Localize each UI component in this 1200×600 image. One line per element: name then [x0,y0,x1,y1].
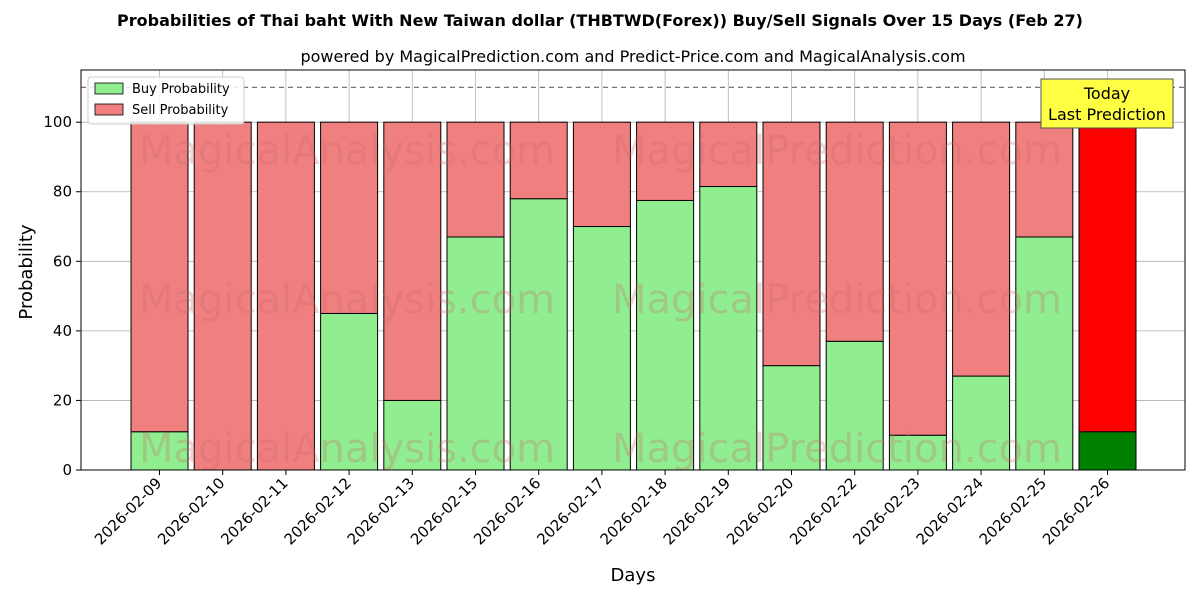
legend: Buy Probability Sell Probability [87,76,245,125]
bar-buy-2026-02-24 [952,375,1011,471]
bar-sell-2026-02-25 [1015,121,1074,238]
today-box [1040,78,1174,129]
watermarks: MagicalAnalysis.com MagicalPrediction.com… [139,128,1062,472]
watermark-analysis-0: MagicalAnalysis.com [139,128,555,174]
bar-sell-2026-02-26 [1078,121,1137,433]
x-tick-label-9: 2026-02-19 [660,474,734,548]
y-tick-label-5: 100 [43,113,72,131]
x-tick-label-2: 2026-02-11 [217,474,291,548]
x-tick-label-4: 2026-02-13 [344,474,418,548]
bar-sell-2026-02-11 [256,121,315,471]
watermark-prediction-2: MagicalPrediction.com [612,426,1062,472]
today-line2: Last Prediction [1048,105,1166,124]
legend-box [87,76,245,125]
x-tick-label-5: 2026-02-15 [407,474,481,548]
x-tick-label-0: 2026-02-09 [91,474,165,548]
bar-buy-2026-02-15 [446,236,505,471]
bar-sell-2026-02-16 [509,121,568,200]
y-tick-label-1: 20 [53,391,72,409]
bar-buy-2026-02-16 [509,198,568,471]
x-tick-label-13: 2026-02-24 [913,474,987,548]
bar-sell-2026-02-20 [762,121,821,367]
bar-sell-2026-02-24 [952,121,1011,377]
bar-sell-2026-02-09 [130,121,189,433]
plot-frame [80,69,1186,471]
x-tick-label-12: 2026-02-23 [849,474,923,548]
bar-sell-2026-02-12 [320,121,379,314]
bar-buy-2026-02-26 [1078,431,1137,471]
bars [130,121,1137,471]
x-tick-label-15: 2026-02-26 [1039,474,1113,548]
watermark-prediction-1: MagicalPrediction.com [612,277,1062,323]
x-tick-label-10: 2026-02-20 [723,474,797,548]
today-line1: Today [1083,84,1130,103]
chart-subtitle: powered by MagicalPrediction.com and Pre… [300,47,965,66]
bar-buy-2026-02-12 [320,312,379,471]
bar-buy-2026-02-13 [383,399,442,471]
x-tick-label-6: 2026-02-16 [470,474,544,548]
x-tick-label-3: 2026-02-12 [281,474,355,548]
y-tick-label-3: 60 [53,252,72,270]
x-axis-label: Days [611,565,656,586]
x-tick-label-11: 2026-02-22 [786,474,860,548]
legend-buy-label: Buy Probability [132,82,230,97]
y-axis-ticks: 0 20 40 60 80 100 [43,113,81,479]
bar-buy-2026-02-22 [825,340,884,471]
today-annotation: Today Last Prediction [1040,78,1174,129]
y-axis-label: Probability [16,224,37,319]
y-tick-label-0: 0 [62,461,72,479]
bar-buy-2026-02-23 [888,434,947,471]
bar-sell-2026-02-18 [636,121,695,201]
x-tick-label-8: 2026-02-18 [597,474,671,548]
legend-sell-label: Sell Probability [132,103,229,118]
bar-buy-2026-02-18 [636,199,695,471]
bar-sell-2026-02-13 [383,121,442,401]
bar-sell-2026-02-22 [825,121,884,342]
bar-sell-2026-02-23 [888,121,947,436]
bar-buy-2026-02-17 [572,226,631,471]
watermark-analysis-1: MagicalAnalysis.com [139,277,555,323]
bar-sell-2026-02-17 [572,121,631,228]
x-tick-label-14: 2026-02-25 [976,474,1050,548]
y-tick-label-2: 40 [53,322,72,340]
chart-title: Probabilities of Thai baht With New Taiw… [117,11,1083,30]
bar-sell-2026-02-10 [193,121,252,471]
x-axis-ticks: 2026-02-092026-02-102026-02-112026-02-12… [91,470,1113,548]
bar-sell-2026-02-15 [446,121,505,238]
x-tick-label-1: 2026-02-10 [154,474,228,548]
bar-sell-2026-02-19 [699,121,758,188]
watermark-prediction-0: MagicalPrediction.com [612,128,1062,174]
watermark-analysis-2: MagicalAnalysis.com [139,426,555,472]
bar-buy-2026-02-20 [762,365,821,471]
legend-buy-swatch [94,82,124,95]
x-tick-label-7: 2026-02-17 [533,474,607,548]
bar-buy-2026-02-19 [699,186,758,471]
y-tick-label-4: 80 [53,183,72,201]
legend-sell-swatch [94,103,124,116]
